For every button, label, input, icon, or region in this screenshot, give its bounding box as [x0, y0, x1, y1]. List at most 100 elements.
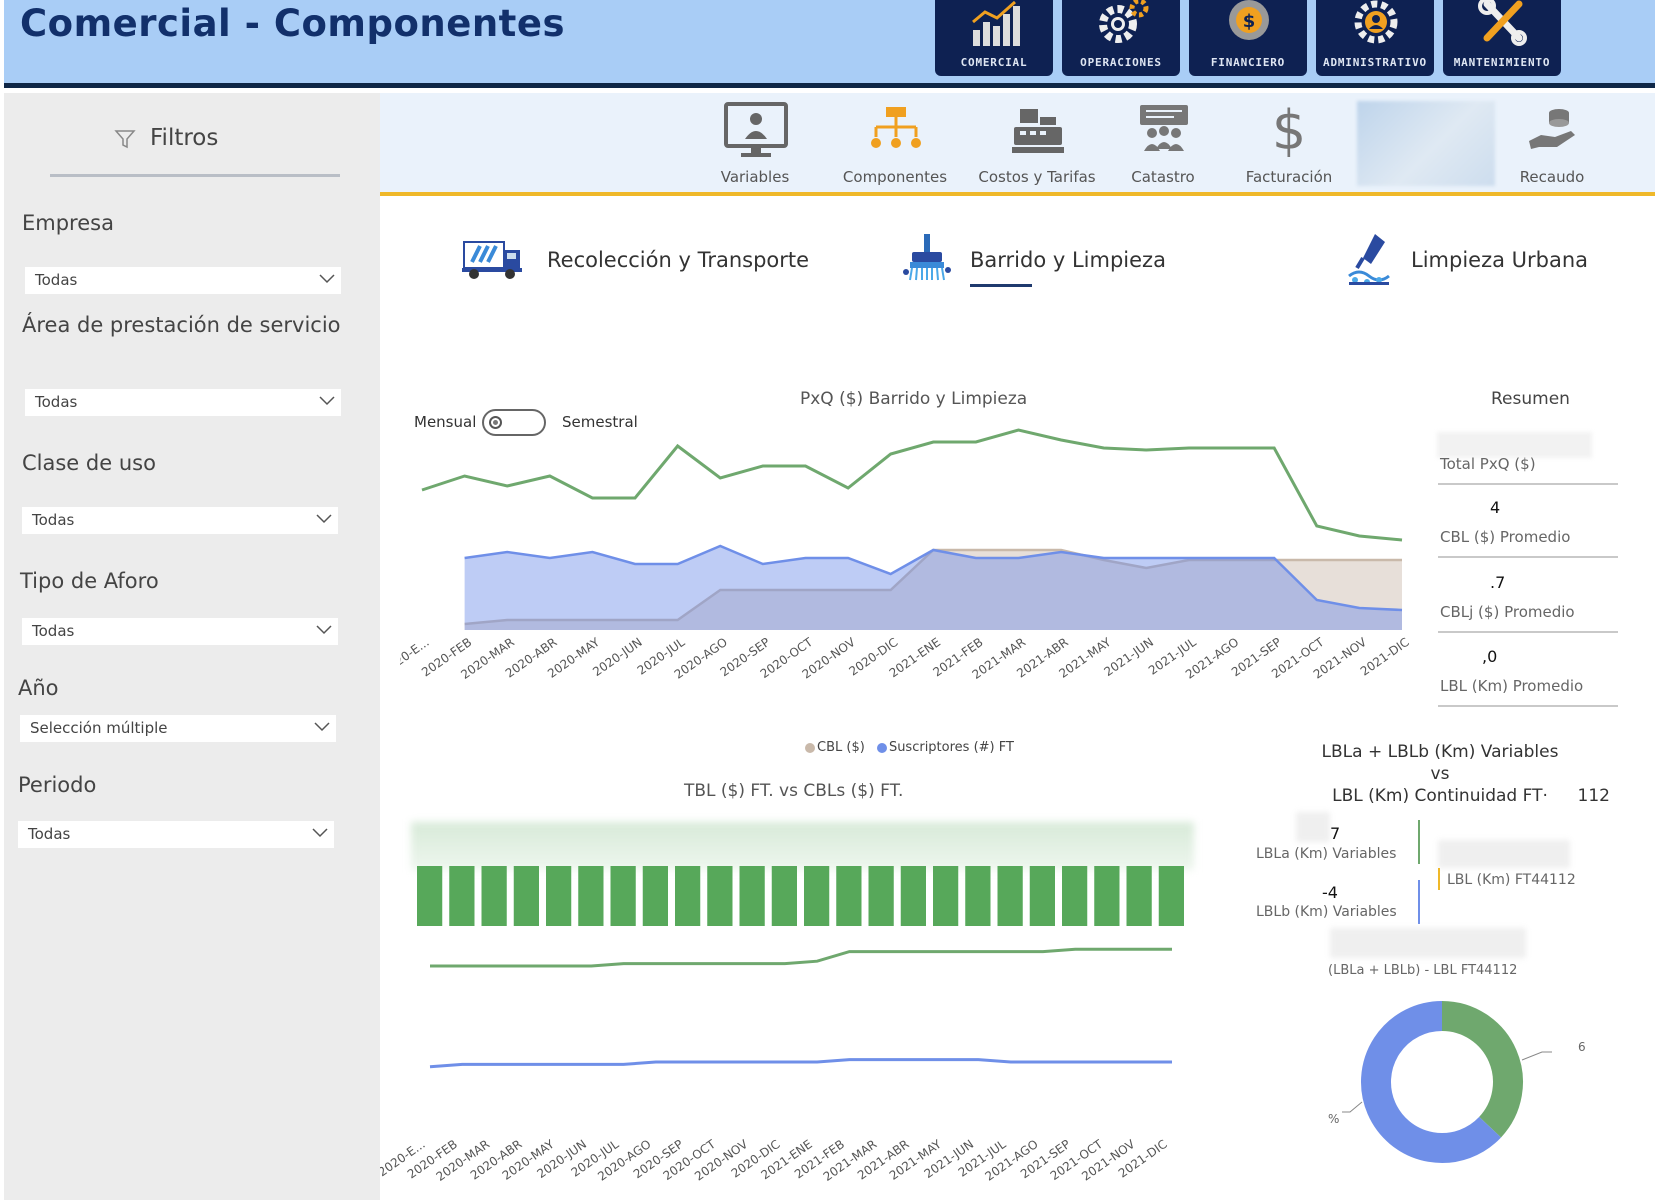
subnav-costos-tarifas-label: Costos y Tarifas: [978, 168, 1096, 186]
garbage-truck-icon: [462, 241, 522, 279]
page-title: Comercial - Componentes: [20, 2, 565, 45]
donut-slice: [1441, 1001, 1523, 1138]
chevron-down-icon: [319, 274, 335, 284]
card-total-pxq-label: Total PxQ ($): [1440, 455, 1536, 473]
bar: [481, 866, 507, 926]
series-line: [429, 1058, 1172, 1069]
svg-text:$: $: [1243, 11, 1256, 32]
hand-coins-icon: [1529, 109, 1575, 149]
subnav-componentes-label: Componentes: [842, 168, 948, 186]
nav-administrativo-label: ADMINISTRATIVO: [1323, 56, 1427, 69]
filter-anio-dropdown[interactable]: Selección múltiple: [20, 715, 336, 742]
lbla-bar: [1418, 820, 1420, 864]
lbl-ft-label: LBL (Km) FT44112: [1447, 872, 1576, 888]
subnav-variables-label: Variables: [720, 168, 790, 186]
filter-label-empresa: Empresa: [22, 211, 114, 235]
blurred-value: [1437, 432, 1592, 458]
subnav-catastro[interactable]: Catastro: [1088, 93, 1238, 191]
toggle-knob: [489, 416, 502, 429]
tab-barrido-label: Barrido y Limpieza: [970, 248, 1166, 272]
coin-icon: $: [1229, 0, 1269, 40]
pxq-chart-title: PxQ ($) Barrido y Limpieza: [800, 389, 1028, 409]
tab-recoleccion-transporte[interactable]: Recolección y Transporte: [460, 230, 809, 290]
filter-area-dropdown[interactable]: Todas: [25, 389, 341, 416]
lblb-label: LBLb (Km) Variables: [1256, 904, 1397, 920]
nav-financiero[interactable]: $ FINANCIERO: [1189, 0, 1307, 76]
card-cblj-label: CBLj ($) Promedio: [1440, 603, 1575, 621]
nav-mantenimiento[interactable]: MANTENIMIENTO: [1443, 0, 1561, 76]
bar: [1094, 866, 1120, 926]
bar: [900, 866, 926, 926]
subnav-facturacion[interactable]: $ Facturación: [1214, 93, 1364, 191]
bar: [513, 866, 539, 926]
tab-barrido-limpieza[interactable]: Barrido y Limpieza: [900, 230, 1190, 290]
filters-header: Filtros: [114, 125, 218, 151]
lblb-value: -4: [1322, 883, 1338, 902]
blurred-value: [1438, 840, 1570, 868]
subnav-recaudo[interactable]: Recaudo: [1477, 93, 1627, 191]
subnav-variables[interactable]: Variables: [680, 93, 830, 191]
lbl-title-suffix: 112: [1577, 786, 1610, 806]
lbl-ft-bar: [1438, 868, 1440, 890]
filter-empresa-dropdown[interactable]: Todas: [25, 267, 341, 294]
tbl-chart: 2020-E...2020-FEB2020-MAR2020-ABR2020-MA…: [380, 866, 1184, 1184]
lbla-label: LBLa (Km) Variables: [1256, 846, 1397, 862]
pressure-washer-icon: [1348, 234, 1390, 285]
filter-label-clase: Clase de uso: [22, 451, 156, 475]
gears-icon: [1099, 0, 1149, 43]
subnav-costos-tarifas[interactable]: Costos y Tarifas: [962, 93, 1112, 191]
bar: [675, 866, 701, 926]
lbl-title-line3: LBL (Km) Continuidad FT·: [1332, 786, 1548, 806]
x-tick-label: 2021-DIC: [1358, 635, 1412, 679]
tbl-chart-title: TBL ($) FT. vs CBLs ($) FT.: [684, 781, 904, 801]
bar: [739, 866, 765, 926]
diff-donut-chart: [1342, 1001, 1552, 1163]
nav-administrativo[interactable]: ADMINISTRATIVO: [1316, 0, 1434, 76]
legend-cbl-label: CBL ($): [817, 740, 865, 755]
active-tab-indicator: [970, 284, 1032, 287]
nav-comercial[interactable]: COMERCIAL: [935, 0, 1053, 76]
card-cbl-label: CBL ($) Promedio: [1440, 528, 1571, 546]
blurred-value: [1296, 812, 1330, 842]
legend-suscriptores-swatch: [876, 742, 887, 753]
filter-clase-dropdown[interactable]: Todas: [22, 507, 338, 534]
tab-limpieza-urbana[interactable]: Limpieza Urbana: [1345, 230, 1625, 290]
cash-register-icon: [1012, 109, 1064, 153]
chevron-down-icon: [316, 625, 332, 635]
filter-aforo-dropdown[interactable]: Todas: [22, 618, 338, 645]
bar: [997, 866, 1023, 926]
org-chart-icon: [871, 107, 921, 148]
filters-title: Filtros: [150, 125, 219, 151]
blurred-bar-area: [411, 822, 1194, 870]
resumen-title: Resumen: [1491, 389, 1570, 409]
pxq-legend: CBL ($) Suscriptores (#) FT: [805, 740, 1014, 755]
wrench-icon: [1478, 0, 1527, 46]
series-line: [430, 947, 1172, 968]
nav-operaciones-label: OPERACIONES: [1080, 56, 1162, 69]
period-toggle[interactable]: [482, 409, 546, 436]
users-board-icon: [1140, 105, 1188, 151]
series-line: [464, 544, 1403, 612]
user-gear-icon: [1354, 0, 1398, 44]
filter-aforo-value: Todas: [32, 622, 75, 640]
chevron-down-icon: [312, 828, 328, 838]
bar: [546, 866, 572, 926]
filter-periodo-dropdown[interactable]: Todas: [18, 821, 334, 848]
nav-operaciones[interactable]: OPERACIONES: [1062, 0, 1180, 76]
donut-left-label: %: [1328, 1112, 1340, 1126]
blurred-value: [1330, 928, 1526, 958]
nav-financiero-label: FINANCIERO: [1210, 56, 1286, 69]
pxq-chart: 2020-E...2020-FEB2020-MAR2020-ABR2020-MA…: [400, 428, 1412, 682]
donut-right-label: 6: [1578, 1040, 1586, 1054]
filter-periodo-value: Todas: [28, 825, 71, 843]
bar: [642, 866, 668, 926]
subnav-componentes[interactable]: Componentes: [820, 93, 970, 191]
lbl-title-line1: LBLa + LBLb (Km) Variables: [1321, 742, 1559, 762]
chevron-down-icon: [314, 722, 330, 732]
bar: [933, 866, 959, 926]
donut-slice: [1361, 1001, 1502, 1163]
subnav-recaudo-label: Recaudo: [1519, 168, 1585, 186]
blurred-image: [1357, 101, 1495, 186]
subnav-catastro-label: Catastro: [1131, 168, 1195, 186]
tab-limpieza-urbana-label: Limpieza Urbana: [1411, 248, 1589, 272]
